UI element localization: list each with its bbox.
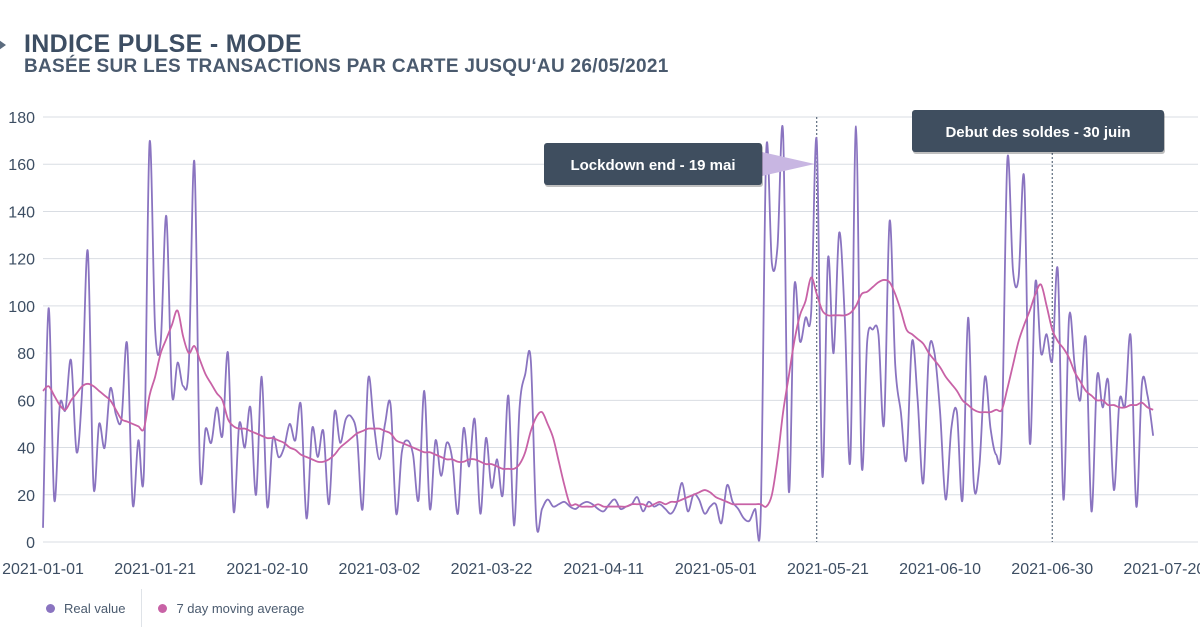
x-tick-label-2021-07-20: 2021-07-20 [1123, 561, 1200, 578]
y-tick-label-160: 160 [8, 157, 35, 174]
chart-subtitle: BASÉE SUR LES TRANSACTIONS PAR CARTE JUS… [24, 56, 669, 77]
legend: Real value 7 day moving average [30, 589, 320, 627]
annotation-label-2: Debut des soldes - 30 juin [945, 124, 1130, 141]
y-tick-label-60: 60 [17, 393, 35, 410]
x-tick-label-2021-04-11: 2021-04-11 [563, 561, 644, 578]
x-tick-label-2021-02-10: 2021-02-10 [226, 561, 308, 578]
annotation-callouts: Lockdown end - 19 mai Debut des soldes - … [544, 110, 1165, 187]
x-axis-ticks: 2021-01-01 2021-01-21 2021-02-10 2021-03-02… [2, 561, 1200, 578]
series-line-real-value [42, 125, 1155, 542]
x-tick-label-2021-05-01: 2021-05-01 [675, 561, 757, 578]
legend-swatch-real-value [46, 603, 55, 613]
y-tick-label-0: 0 [26, 535, 35, 552]
legend-item-real-value[interactable]: Real value [30, 589, 141, 627]
y-tick-label-40: 40 [17, 441, 35, 458]
y-tick-label-100: 100 [8, 299, 35, 316]
legend-item-moving-average[interactable]: 7 day moving average [141, 589, 320, 627]
annotation-box-2 [912, 110, 1164, 152]
y-tick-label-20: 20 [17, 488, 35, 505]
y-tick-label-80: 80 [17, 346, 35, 363]
chart-title: INDICE PULSE - MODE [24, 30, 302, 58]
x-tick-label-2021-03-02: 2021-03-02 [338, 561, 420, 578]
title-marker-icon [0, 38, 6, 52]
legend-label-real-value: Real value [64, 600, 126, 616]
annotation-label-1: Lockdown end - 19 mai [570, 157, 735, 174]
annotation-arrow-icon [762, 152, 815, 176]
x-tick-label-2021-01-21: 2021-01-21 [114, 561, 196, 578]
x-tick-label-2021-01-01: 2021-01-01 [2, 561, 84, 578]
x-tick-label-2021-06-30: 2021-06-30 [1011, 561, 1093, 578]
legend-swatch-moving-average [158, 603, 168, 613]
series-group [42, 125, 1155, 542]
y-tick-label-120: 120 [8, 252, 35, 269]
annotation-arrow-stem [760, 156, 774, 172]
legend-label-moving-average: 7 day moving average [176, 600, 305, 616]
x-tick-label-2021-05-21: 2021-05-21 [787, 561, 869, 578]
y-tick-label-180: 180 [8, 110, 35, 127]
annotation-box-1 [544, 143, 762, 185]
x-tick-label-2021-06-10: 2021-06-10 [899, 561, 981, 578]
series-line-moving-average [42, 276, 1154, 508]
y-axis-ticks: 0 20 40 60 80 100 120 140 160 180 [8, 110, 35, 552]
x-tick-label-2021-03-22: 2021-03-22 [451, 561, 533, 578]
y-tick-label-140: 140 [8, 204, 35, 221]
